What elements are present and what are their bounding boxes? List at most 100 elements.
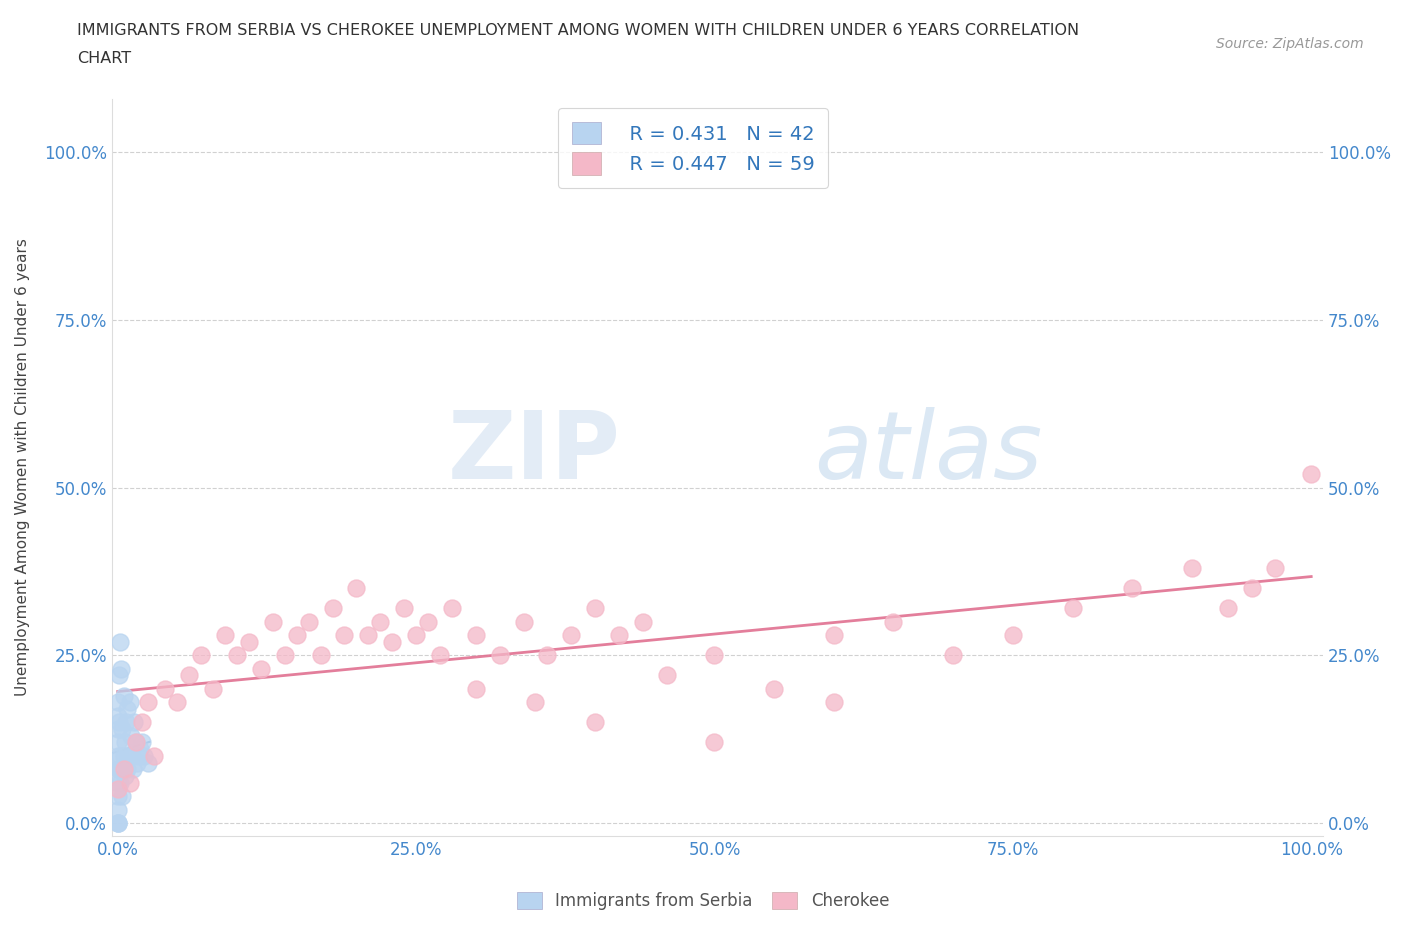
Point <box>429 648 451 663</box>
Point <box>583 601 606 616</box>
Point <box>120 728 142 743</box>
Point <box>128 749 150 764</box>
Point <box>136 695 159 710</box>
Point <box>823 695 845 710</box>
Point <box>115 715 138 730</box>
Point <box>112 749 135 764</box>
Point <box>357 628 380 643</box>
Point <box>112 688 135 703</box>
Point <box>122 762 145 777</box>
Point <box>107 708 129 723</box>
Point <box>262 615 284 630</box>
Point <box>392 601 415 616</box>
Point <box>226 648 249 663</box>
Point <box>155 682 177 697</box>
Point <box>1181 561 1204 576</box>
Point <box>763 682 786 697</box>
Point <box>238 634 260 649</box>
Point <box>107 762 129 777</box>
Point <box>250 661 273 676</box>
Point <box>107 735 129 750</box>
Point <box>703 648 725 663</box>
Point <box>1301 467 1323 482</box>
Point <box>560 628 582 643</box>
Point <box>117 701 139 716</box>
Point <box>108 634 131 649</box>
Point <box>125 755 148 770</box>
Point <box>607 628 630 643</box>
Point <box>136 755 159 770</box>
Text: atlas: atlas <box>814 407 1043 498</box>
Point <box>107 776 129 790</box>
Point <box>110 661 132 676</box>
Point <box>464 682 486 697</box>
Point <box>344 580 367 595</box>
Point <box>703 735 725 750</box>
Point <box>368 615 391 630</box>
Point <box>118 776 141 790</box>
Point <box>333 628 356 643</box>
Point <box>309 648 332 663</box>
Point <box>108 776 131 790</box>
Point <box>536 648 558 663</box>
Point <box>655 668 678 683</box>
Point <box>107 722 129 737</box>
Point <box>132 749 155 764</box>
Point <box>1001 628 1024 643</box>
Text: Source: ZipAtlas.com: Source: ZipAtlas.com <box>1216 37 1364 51</box>
Point <box>942 648 965 663</box>
Point <box>107 695 129 710</box>
Text: IMMIGRANTS FROM SERBIA VS CHEROKEE UNEMPLOYMENT AMONG WOMEN WITH CHILDREN UNDER : IMMIGRANTS FROM SERBIA VS CHEROKEE UNEMP… <box>77 23 1080 38</box>
Point <box>108 715 131 730</box>
Point <box>114 768 136 783</box>
Point <box>190 648 212 663</box>
Text: CHART: CHART <box>77 51 131 66</box>
Point <box>107 782 129 797</box>
Point <box>112 762 135 777</box>
Point <box>107 749 129 764</box>
Point <box>285 628 308 643</box>
Point <box>108 762 131 777</box>
Point <box>107 816 129 830</box>
Point <box>202 682 225 697</box>
Point <box>405 628 427 643</box>
Point <box>121 749 143 764</box>
Point <box>117 762 139 777</box>
Point <box>1121 580 1143 595</box>
Point <box>381 634 404 649</box>
Point <box>111 722 134 737</box>
Point <box>1264 561 1286 576</box>
Point <box>416 615 439 630</box>
Legend:   R = 0.431   N = 42,   R = 0.447   N = 59: R = 0.431 N = 42, R = 0.447 N = 59 <box>558 109 828 189</box>
Point <box>124 735 146 750</box>
Point <box>124 735 146 750</box>
Point <box>114 735 136 750</box>
Point <box>440 601 463 616</box>
Point <box>274 648 297 663</box>
Point <box>118 695 141 710</box>
Point <box>298 615 321 630</box>
Point <box>124 715 146 730</box>
Point <box>107 789 129 804</box>
Point <box>179 668 201 683</box>
Point <box>1062 601 1084 616</box>
Point <box>214 628 236 643</box>
Point <box>129 742 152 757</box>
Point <box>524 695 547 710</box>
Point <box>882 615 904 630</box>
Point <box>512 615 534 630</box>
Point <box>823 628 845 643</box>
Point <box>583 715 606 730</box>
Point <box>488 648 510 663</box>
Point <box>131 735 153 750</box>
Point <box>108 749 131 764</box>
Point <box>107 816 129 830</box>
Text: ZIP: ZIP <box>447 406 620 498</box>
Point <box>107 816 129 830</box>
Point <box>111 789 134 804</box>
Point <box>166 695 188 710</box>
Point <box>108 668 131 683</box>
Point <box>322 601 344 616</box>
Legend: Immigrants from Serbia, Cherokee: Immigrants from Serbia, Cherokee <box>510 885 896 917</box>
Point <box>1216 601 1239 616</box>
